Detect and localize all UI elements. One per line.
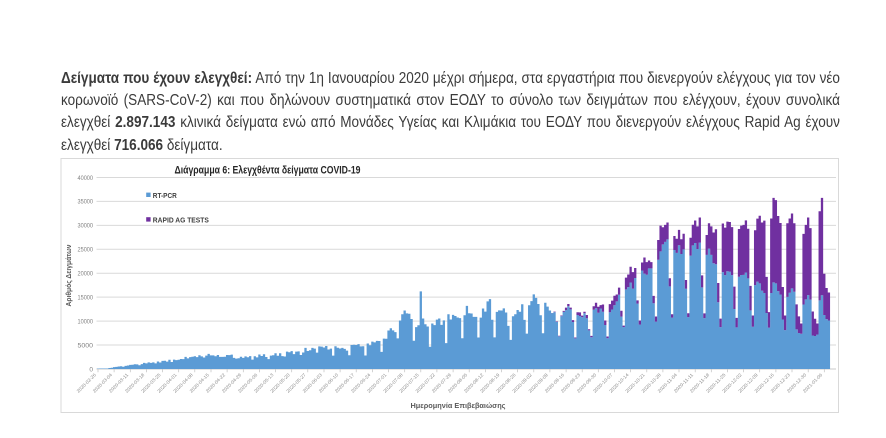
svg-text:35000: 35000 xyxy=(78,199,94,206)
svg-text:20000: 20000 xyxy=(78,271,94,278)
svg-text:RAPID AG TESTS: RAPID AG TESTS xyxy=(153,218,209,225)
svg-text:Διάγραμμα 6: Ελεγχθέντα δείγμα: Διάγραμμα 6: Ελεγχθέντα δείγματα COVID-1… xyxy=(175,165,361,177)
svg-text:5000: 5000 xyxy=(78,342,94,349)
svg-text:Ημερομηνία Επιβεβαιώσης: Ημερομηνία Επιβεβαιώσης xyxy=(411,403,506,410)
svg-text:30000: 30000 xyxy=(78,223,94,230)
svg-text:0: 0 xyxy=(89,366,93,373)
svg-text:25000: 25000 xyxy=(78,247,94,254)
svg-text:15000: 15000 xyxy=(78,294,94,301)
svg-text:40000: 40000 xyxy=(78,175,94,182)
svg-text:Αριθμός Δειγμάτων: Αριθμός Δειγμάτων xyxy=(66,244,73,306)
svg-text:RT-PCR: RT-PCR xyxy=(153,193,177,200)
svg-text:10000: 10000 xyxy=(78,318,94,325)
